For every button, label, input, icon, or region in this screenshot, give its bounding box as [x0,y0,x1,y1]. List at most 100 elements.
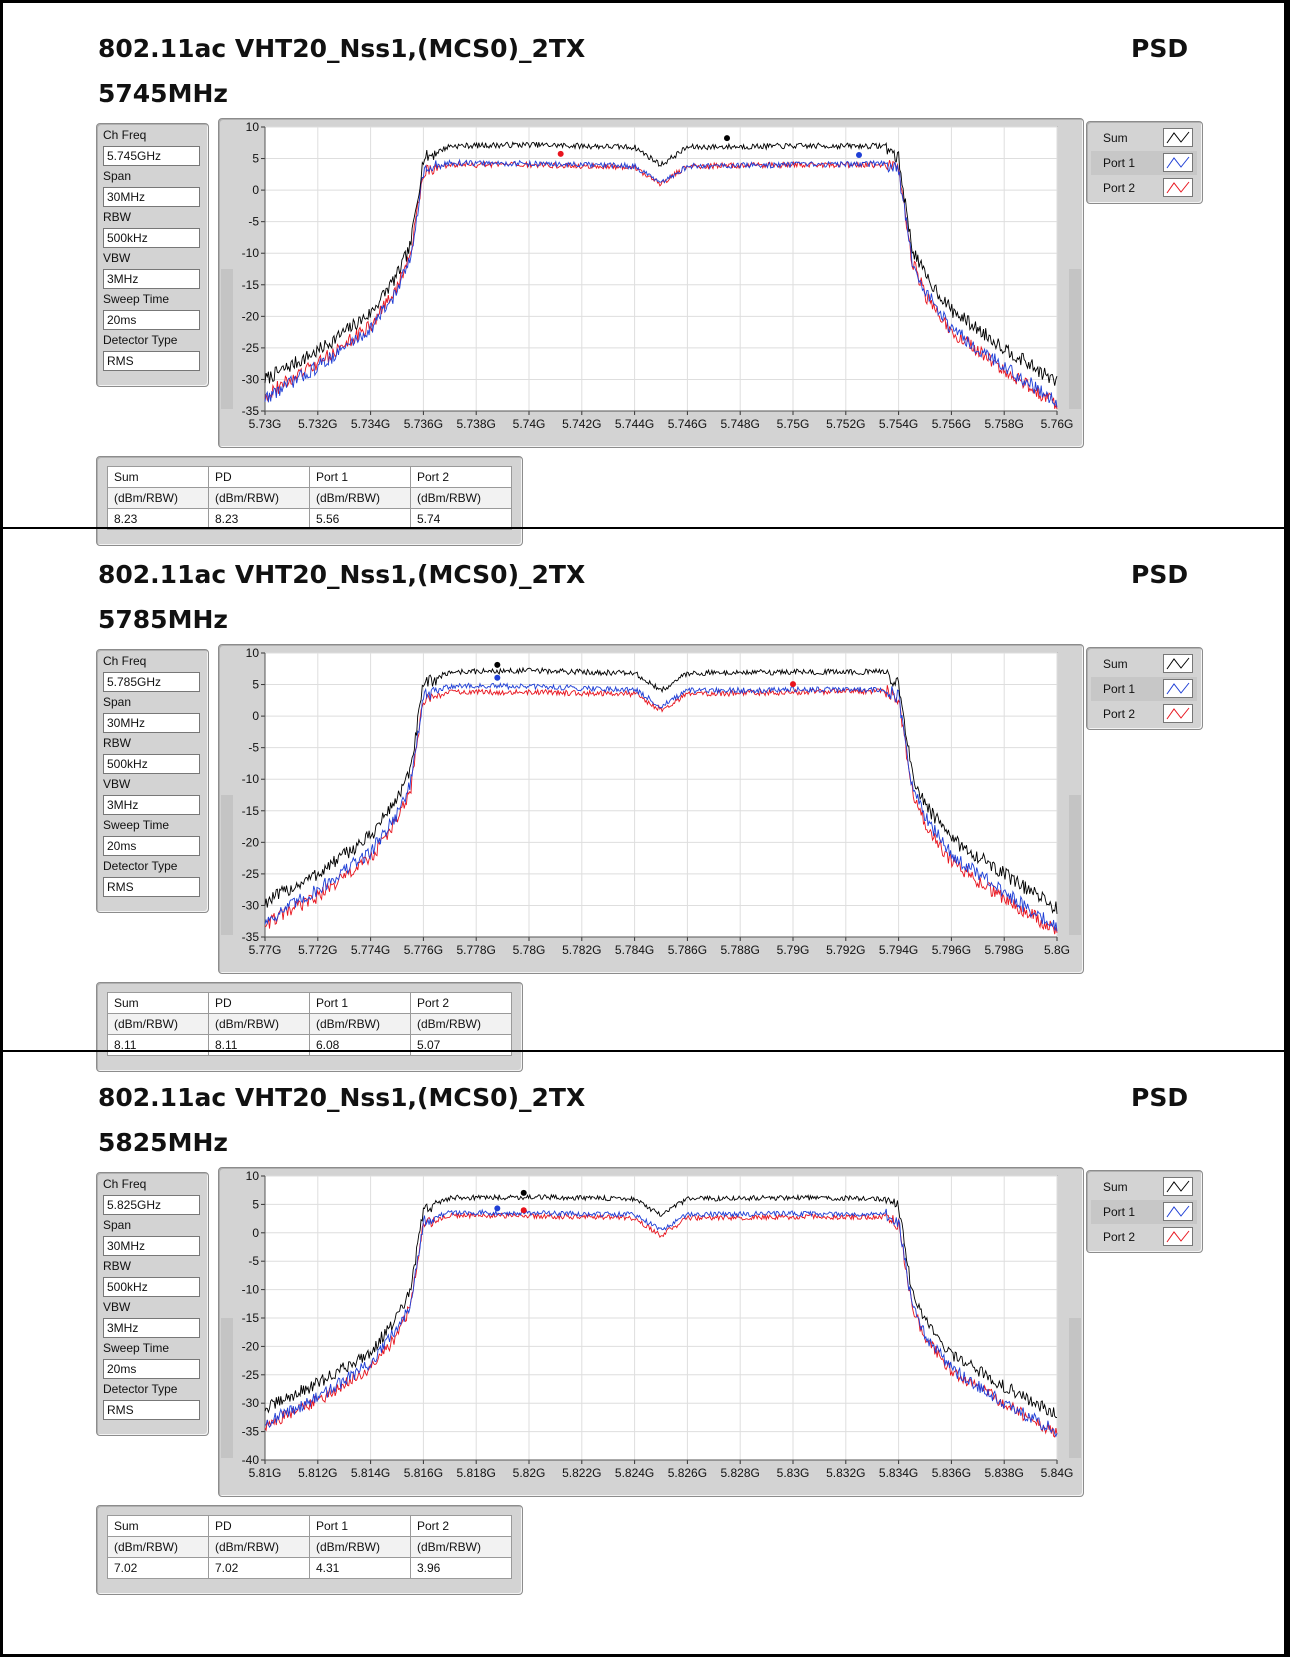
y-tick-label: -25 [242,867,260,881]
legend-label: Sum [1103,131,1128,145]
peak-marker [724,135,730,142]
legend-label: Port 1 [1103,1205,1136,1219]
summary-unit-cell: (dBm/RBW) [309,487,411,509]
setting-value: 30MHz [103,187,200,207]
setting-value: 5.785GHz [103,672,200,692]
x-tick-label: 5.75G [777,417,810,431]
x-tick-label: 5.734G [351,417,390,431]
legend-swatch-icon [1163,153,1193,172]
y-tick-label: -30 [242,898,260,912]
setting-value: 3MHz [103,1318,200,1338]
x-tick-label: 5.798G [985,943,1024,957]
x-tick-label: 5.828G [721,1466,760,1480]
summary-unit-cell: (dBm/RBW) [208,1013,310,1035]
summary-table: Sum PD Port 1 Port 2 (dBm/RBW) (dBm/RBW) (dBm… [107,1515,512,1579]
y-tick-label: -15 [242,804,260,818]
summary-unit-cell: (dBm/RBW) [208,487,310,509]
plot-area [264,126,1058,412]
x-tick-label: 5.786G [668,943,707,957]
x-tick-label: 5.83G [777,1466,810,1480]
y-tick-label: -35 [242,1425,260,1439]
summary-value-cell: 8.23 [208,508,310,530]
trace-port-1 [264,158,1058,408]
spectrum-plot: 5.73G 5.732G 5.734G 5.736G 5.738G 5.74G 5.742G… [221,120,1081,431]
y-tick-label: -15 [242,1311,260,1325]
y-tick-label: 0 [252,1226,259,1240]
summary-header-cell: Port 1 [309,992,411,1014]
summary-value-cell: 4.31 [309,1557,411,1579]
x-tick-label: 5.78G [513,943,546,957]
setting-label: Detector Type [103,1382,178,1396]
x-tick-label: 5.752G [826,417,865,431]
setting-value: 3MHz [103,795,200,815]
setting-label: Span [103,169,132,183]
summary-unit-cell: (dBm/RBW) [107,1013,209,1035]
x-tick-label: 5.776G [404,943,443,957]
x-tick-label: 5.77G [249,943,282,957]
x-tick-label: 5.84G [1041,1466,1074,1480]
legend-label: Sum [1103,657,1128,671]
summary-header-cell: Port 2 [410,1515,512,1537]
plot-scroll-strip [1069,269,1081,409]
x-tick-label: 5.818G [457,1466,496,1480]
x-tick-label: 5.778G [457,943,496,957]
y-tick-label: -35 [242,404,260,418]
x-tick-label: 5.774G [351,943,390,957]
y-tick-label: 10 [246,1169,260,1183]
legend-entry: Sum [1091,1175,1197,1199]
legend-entry: Sum [1091,652,1197,676]
y-tick-label: -5 [248,1254,259,1268]
setting-value: 20ms [103,310,200,330]
summary-header-cell: PD [208,1515,310,1537]
y-tick-label: -20 [242,1339,260,1353]
legend-entry: Port 1 [1091,1200,1197,1224]
setting-label: Span [103,695,132,709]
legend-label: Port 1 [1103,156,1136,170]
chart-title: 802.11ac VHT20_Nss1,(MCS0)_2TX [98,34,586,63]
summary-value-cell: 5.74 [410,508,512,530]
x-tick-label: 5.824G [615,1466,654,1480]
summary-panel: Sum PD Port 1 Port 2 (dBm/RBW) (dBm/RBW) (dBm… [96,456,523,546]
setting-value: 500kHz [103,1277,200,1297]
peak-marker [790,681,796,688]
x-tick-label: 5.74G [513,417,546,431]
setting-label: Ch Freq [103,128,147,142]
summary-value-cell: 7.02 [208,1557,310,1579]
x-tick-label: 5.79G [777,943,810,957]
plot-scroll-strip [1069,1318,1081,1458]
legend-swatch-icon [1163,654,1193,673]
legend-swatch-icon [1163,679,1193,698]
summary-unit-cell: (dBm/RBW) [410,1536,512,1558]
summary-unit-cell: (dBm/RBW) [309,1536,411,1558]
summary-units-row: (dBm/RBW) (dBm/RBW) (dBm/RBW) (dBm/RBW) [107,487,512,509]
plot-scroll-strip [221,795,233,935]
setting-value: 5.825GHz [103,1195,200,1215]
setting-value: 30MHz [103,1236,200,1256]
x-tick-label: 5.736G [404,417,443,431]
summary-table: Sum PD Port 1 Port 2 (dBm/RBW) (dBm/RBW) (dBm… [107,466,512,530]
summary-unit-cell: (dBm/RBW) [208,1536,310,1558]
y-tick-label: -10 [242,1283,260,1297]
summary-value-cell: 7.02 [107,1557,209,1579]
channel-frequency-heading: 5745MHz [98,79,228,108]
chart-section: 802.11ac VHT20_Nss1,(MCS0)_2TX PSD 5785M… [3,527,1284,1072]
y-tick-label: -35 [242,930,260,944]
legend-swatch-icon [1163,1177,1193,1196]
setting-value: 500kHz [103,228,200,248]
y-tick-label: 5 [252,678,259,692]
trace-sum [264,1193,1058,1418]
legend-entry: Sum [1091,126,1197,150]
trace-port-2 [264,160,1058,410]
spectrum-plot: 5.81G 5.812G 5.814G 5.816G 5.818G 5.82G 5.822G… [221,1169,1081,1480]
legend-entry: Port 2 [1091,176,1197,200]
y-tick-label: -25 [242,341,260,355]
y-tick-label: -25 [242,1368,260,1382]
chart-section: 802.11ac VHT20_Nss1,(MCS0)_2TX PSD 5745M… [3,3,1284,546]
summary-header-cell: Port 2 [410,466,512,488]
legend-swatch-icon [1163,178,1193,197]
summary-header-cell: PD [208,466,310,488]
setting-value: 20ms [103,1359,200,1379]
x-tick-label: 5.758G [985,417,1024,431]
y-tick-label: -30 [242,1396,260,1410]
summary-header-cell: Port 1 [309,1515,411,1537]
